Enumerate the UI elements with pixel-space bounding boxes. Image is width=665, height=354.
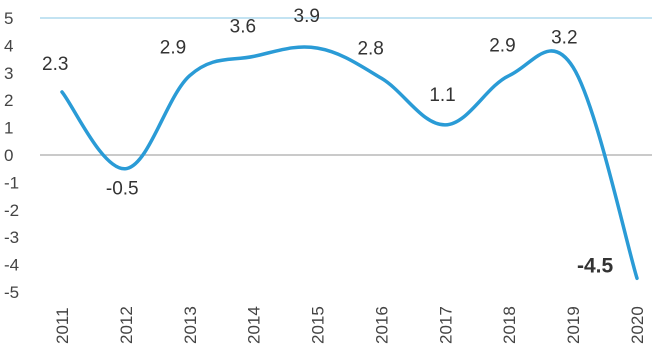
data-label: -0.5: [106, 179, 139, 200]
x-tick-label: 2019: [564, 306, 583, 344]
data-label: 3.6: [230, 16, 256, 37]
x-tick-label: 2016: [372, 306, 391, 344]
y-tick-label: -2: [4, 201, 19, 220]
y-tick-label: 0: [4, 146, 13, 165]
data-label: 3.2: [551, 27, 577, 48]
x-tick-label: 2020: [628, 306, 647, 344]
x-tick-label: 2012: [117, 306, 136, 344]
y-tick-label: 3: [4, 64, 13, 83]
y-axis-ticks: 5 4 3 2 1 0 -1 -2 -3 -4 -5: [4, 9, 19, 302]
data-labels: 2.3 -0.5 2.9 3.6 3.9 2.8 1.1 2.9 3.2 -4.5: [42, 6, 614, 277]
data-label: 1.1: [429, 85, 455, 106]
x-tick-label: 2013: [181, 306, 200, 344]
y-tick-label: 1: [4, 119, 13, 138]
data-label: 2.9: [489, 36, 515, 57]
data-label: 2.8: [357, 38, 383, 59]
y-tick-label: -5: [4, 283, 19, 302]
y-tick-label: 5: [4, 9, 13, 28]
data-label: 3.9: [294, 6, 320, 27]
x-axis-ticks: 2011 2012 2013 2014 2015 2016 2017 2018 2019 2020: [53, 306, 647, 344]
x-tick-label: 2018: [500, 306, 519, 344]
y-tick-label: 4: [4, 36, 13, 55]
series-line: [60, 45, 639, 281]
x-tick-label: 2011: [53, 307, 72, 344]
data-label: 2.3: [42, 54, 68, 75]
x-tick-label: 2014: [245, 306, 264, 344]
data-label: 2.9: [160, 38, 186, 59]
y-tick-label: -3: [4, 228, 19, 247]
y-tick-label: 2: [4, 91, 13, 110]
data-label-highlight: -4.5: [577, 254, 614, 277]
y-tick-label: -4: [4, 256, 19, 275]
x-tick-label: 2017: [436, 306, 455, 344]
x-tick-label: 2015: [309, 306, 328, 344]
y-tick-label: -1: [4, 173, 19, 192]
